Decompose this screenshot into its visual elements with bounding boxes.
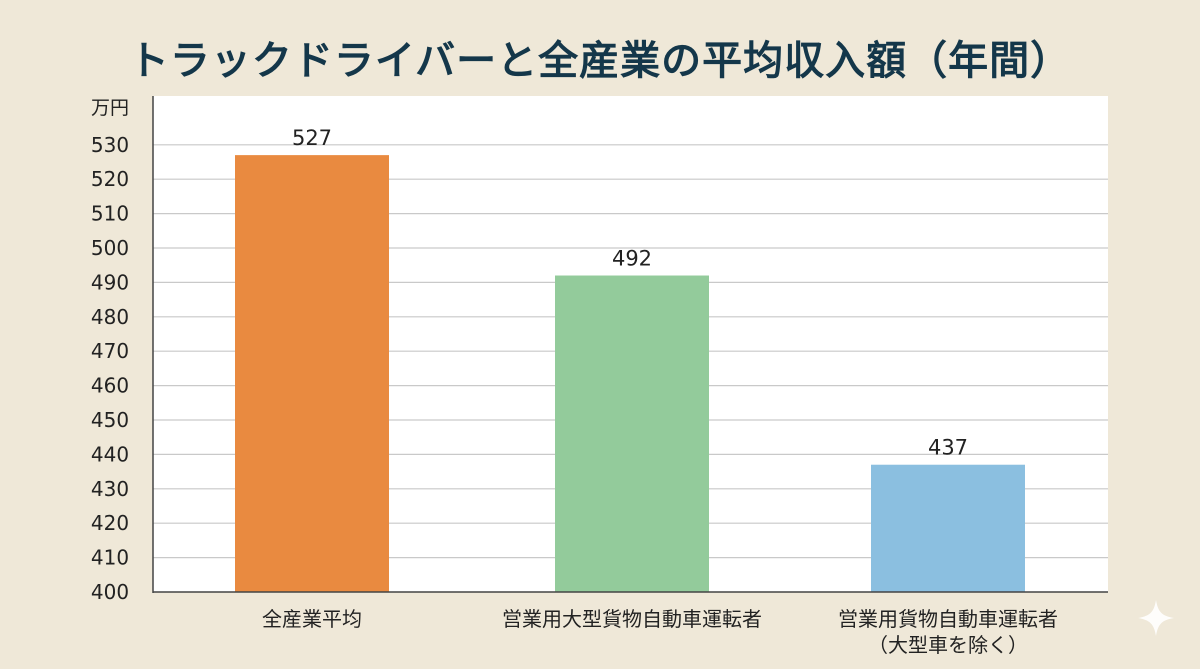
bar <box>555 275 709 592</box>
y-tick-label: 470 <box>91 339 129 363</box>
category-label: 営業用貨物自動車運転者 <box>838 607 1058 631</box>
y-tick-label: 520 <box>91 167 129 191</box>
data-label: 527 <box>292 126 332 150</box>
category-label: （大型車を除く） <box>868 633 1028 657</box>
y-tick-label: 490 <box>91 270 129 294</box>
y-tick-labels: 400 410 420 430 440 450 460 470 480 490 500 510 520 5… <box>91 133 129 604</box>
y-tick-label: 480 <box>91 305 129 329</box>
bar <box>871 464 1025 592</box>
category-labels: 全産業平均 営業用大型貨物自動車運転者 営業用貨物自動車運転者（大型車を除く） <box>262 607 1058 657</box>
y-tick-label: 500 <box>91 236 129 260</box>
y-tick-label: 400 <box>91 580 129 604</box>
category-label: 全産業平均 <box>262 607 362 631</box>
y-tick-label: 450 <box>91 408 129 432</box>
bars <box>235 155 1025 592</box>
category-label: 営業用大型貨物自動車運転者 <box>502 607 762 631</box>
bar <box>235 155 389 592</box>
y-tick-label: 410 <box>91 546 129 570</box>
chart-title: トラックドライバーと全産業の平均収入額（年間） <box>128 38 1072 84</box>
y-axis-unit-label: 万円 <box>91 97 129 119</box>
y-tick-label: 460 <box>91 374 129 398</box>
data-label: 437 <box>928 436 968 460</box>
y-tick-label: 420 <box>91 511 129 535</box>
y-tick-label: 430 <box>91 477 129 501</box>
data-label: 492 <box>612 247 652 271</box>
data-labels: 527 492 437 <box>292 126 968 460</box>
y-tick-label: 440 <box>91 442 129 466</box>
y-tick-label: 530 <box>91 133 129 157</box>
sparkle-icon <box>1138 600 1174 636</box>
axes <box>152 96 1108 593</box>
y-tick-label: 510 <box>91 202 129 226</box>
